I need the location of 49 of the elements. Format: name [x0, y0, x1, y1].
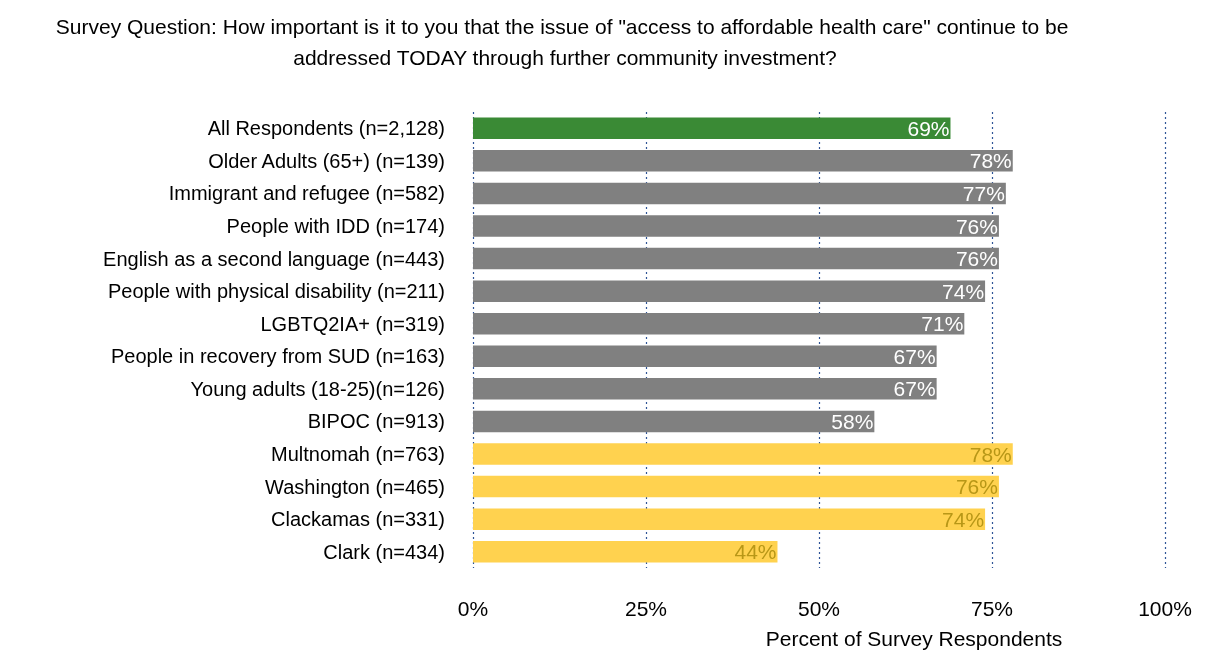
- data-label: 78%: [969, 149, 1012, 173]
- bar: [473, 443, 1013, 465]
- bar: [473, 378, 937, 400]
- x-tick-label: 75%: [970, 597, 1014, 620]
- chart-title: Survey Question: How important is it to you that the issue of "access to affordable health care" continue to be addressed TODAY through further community investment?: [55, 15, 1075, 69]
- data-label: 74%: [942, 507, 985, 531]
- bar: [473, 312, 965, 335]
- x-tick-label: 100%: [1138, 597, 1192, 620]
- y-tick-label: LGBTQ2IA+ (n=319): [260, 312, 445, 335]
- bar: [473, 247, 999, 270]
- y-tick-label: Clackamas (n=331): [271, 508, 445, 531]
- bar: [473, 280, 986, 302]
- bar: [473, 540, 778, 563]
- bar: [473, 475, 999, 498]
- data-label: 67%: [893, 377, 936, 401]
- data-label: 76%: [955, 475, 998, 499]
- data-label: 78%: [969, 442, 1012, 466]
- x-tick-label: 0%: [457, 597, 489, 620]
- bar: [473, 508, 986, 530]
- y-tick-label: People with physical disability (n=211): [107, 280, 445, 303]
- data-label: 69%: [907, 116, 950, 140]
- data-label: 74%: [942, 279, 985, 303]
- x-tick-label: 25%: [624, 597, 668, 620]
- y-tick-label: People in recovery from SUD (n=163): [110, 345, 445, 368]
- data-label: 71%: [921, 312, 964, 336]
- y-tick-label: People with IDD (n=174): [226, 215, 445, 237]
- y-tick-label: All Respondents (n=2,128): [207, 117, 445, 140]
- bar: [473, 150, 1013, 172]
- x-axis-title: Percent of Survey Respondents: [765, 627, 1063, 650]
- data-label: 58%: [831, 409, 874, 433]
- y-tick-label: Young adults (18-25)(n=126): [190, 377, 445, 400]
- y-tick-label: Multnomah (n=763): [271, 443, 445, 465]
- data-label: 76%: [955, 214, 998, 238]
- bar: [473, 345, 937, 368]
- y-tick-label: Clark (n=434): [323, 540, 445, 563]
- y-tick-label: Immigrant and refugee (n=582): [168, 182, 445, 205]
- data-label: 76%: [955, 247, 998, 271]
- y-tick-label: English as a second language (n=443): [103, 247, 445, 270]
- y-tick-label: Washington (n=465): [265, 475, 445, 498]
- data-label: 44%: [734, 540, 777, 564]
- data-label: 77%: [962, 181, 1005, 205]
- y-tick-label: Older Adults (65+) (n=139): [208, 149, 445, 172]
- bar: [473, 215, 999, 237]
- bar: [473, 182, 1006, 205]
- y-tick-label: BIPOC (n=913): [307, 410, 445, 433]
- x-tick-label: 50%: [797, 597, 841, 620]
- bar: [473, 410, 875, 433]
- data-label: 67%: [893, 344, 936, 368]
- bar: [473, 117, 951, 140]
